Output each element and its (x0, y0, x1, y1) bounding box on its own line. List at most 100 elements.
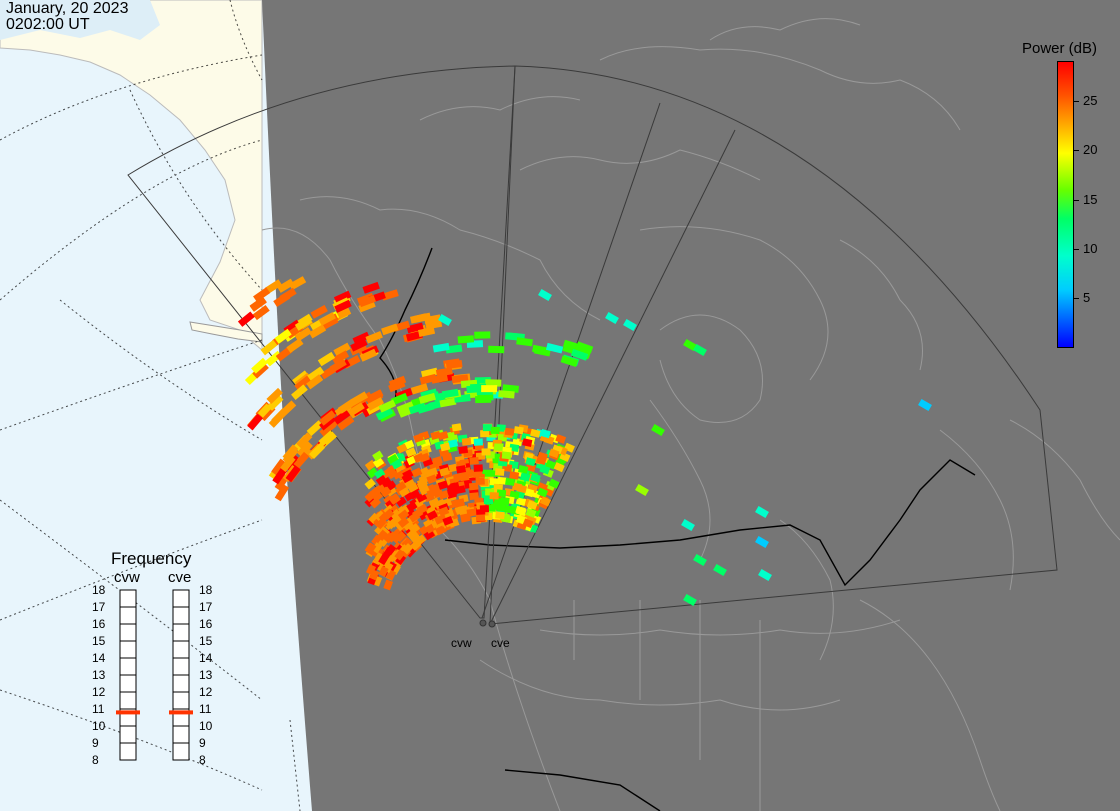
scatter-cell (475, 513, 486, 522)
scatter-cell (352, 331, 370, 345)
scatter-cell (271, 458, 287, 476)
colorbar-tick-label: 10 (1083, 240, 1098, 256)
scatter-cell (455, 465, 467, 474)
scatter-cell (410, 383, 429, 395)
scatter-cell (555, 434, 567, 444)
scatter-cell (439, 397, 457, 408)
scatter-cell (454, 505, 466, 515)
scatter-cell (350, 391, 369, 406)
colorbar-tick-mark (1074, 150, 1079, 152)
scatter-cell (409, 313, 428, 324)
scatter-cell (318, 312, 336, 326)
scatter-cell (435, 367, 453, 377)
scatter-cell (394, 549, 406, 561)
frequency-label-left: 15 (92, 634, 106, 648)
scatter-cell (426, 474, 438, 485)
scatter-cell (498, 390, 515, 399)
scatter-cell (460, 513, 471, 523)
graticule (0, 0, 301, 811)
scatter-cell (418, 509, 430, 521)
frequency-indicator (169, 710, 193, 715)
scatter-cell (468, 482, 479, 491)
scatter-cell (413, 452, 425, 463)
scatter-cell (548, 478, 560, 489)
scatter-cell (382, 546, 394, 559)
scatter-cell (383, 532, 395, 544)
scatter-cell (497, 476, 508, 485)
scatter-cell (329, 358, 347, 373)
scatter-cell (518, 465, 529, 474)
scatter-cell (473, 438, 483, 446)
frequency-label-right: 8 (199, 753, 206, 767)
scatter-cell (494, 468, 505, 476)
frequency-label-right: 14 (199, 651, 213, 665)
scatter-cell (306, 420, 324, 437)
frequency-label-left: 13 (92, 668, 106, 682)
scatter-cell (293, 451, 310, 469)
frequency-label-right: 12 (199, 685, 213, 699)
radar-site-cve-marker (488, 620, 496, 628)
scatter-cell (681, 518, 695, 532)
scatter-cell (359, 348, 378, 362)
scatter-cell (473, 470, 483, 478)
scatter-cell (537, 487, 548, 498)
scatter-cell (693, 343, 707, 357)
scatter-cell (522, 518, 534, 529)
daylight-land-siberia (0, 0, 160, 40)
scatter-cell (755, 535, 769, 549)
scatter-cell (392, 468, 404, 480)
frequency-indicator (116, 710, 140, 715)
frequency-label-right: 15 (199, 634, 213, 648)
scatter-cell (394, 462, 406, 473)
scatter-cell (366, 467, 379, 479)
colorbar-tick-label: 5 (1083, 289, 1091, 305)
scatter-cell (530, 428, 541, 438)
scatter-cell (538, 288, 552, 302)
scatter-cell (308, 324, 327, 339)
scatter-cell (445, 432, 456, 441)
scatter-cell (389, 508, 402, 521)
frequency-label-left: 8 (92, 753, 99, 767)
scatter-cell (334, 299, 352, 313)
frequency-label-right: 16 (199, 617, 213, 631)
scatter-cell (383, 579, 394, 591)
frequency-label-right: 10 (199, 719, 213, 733)
scatter-cell (366, 389, 384, 403)
frequency-label-left: 14 (92, 651, 106, 665)
scatter-cell (481, 385, 498, 393)
scatter-cell (369, 486, 381, 498)
scatter-cell (431, 373, 449, 384)
aleutian-island (189, 321, 263, 343)
scatter-cell (432, 342, 450, 353)
radar-fov-cve (489, 65, 1058, 625)
scatter-cell (438, 490, 449, 500)
scatter-cell (401, 543, 414, 555)
colorbar-frame (1057, 61, 1074, 348)
scatter-cell (469, 492, 479, 501)
scatter-cell (683, 338, 697, 352)
night-shade (262, 0, 1120, 811)
national-borders (379, 247, 976, 811)
scatter-cell (505, 477, 515, 486)
scatter-cell (418, 392, 436, 404)
scatter-cell (405, 447, 417, 458)
time-label: 0202:00 UT (6, 16, 90, 33)
scatter-cell (272, 467, 288, 485)
scatter-cell (266, 387, 283, 404)
scatter-cell (501, 451, 512, 460)
scatter-cell (635, 483, 649, 497)
scatter-cell (493, 483, 503, 492)
scatter-cell (294, 375, 312, 392)
scatter-cell (279, 287, 297, 303)
scatter-cell (395, 496, 407, 508)
scatter-cell (523, 487, 535, 498)
scatter-cell (237, 311, 255, 327)
scatter-cell (317, 351, 336, 367)
scatter-cell (445, 359, 463, 369)
scatter-cell (438, 431, 449, 440)
scatter-cell (374, 510, 386, 522)
scatter-cell (525, 457, 536, 467)
colorbar-tick-mark (1074, 199, 1079, 201)
scatter-cell (333, 290, 352, 304)
radar-label-cvw: cvw (451, 636, 472, 650)
